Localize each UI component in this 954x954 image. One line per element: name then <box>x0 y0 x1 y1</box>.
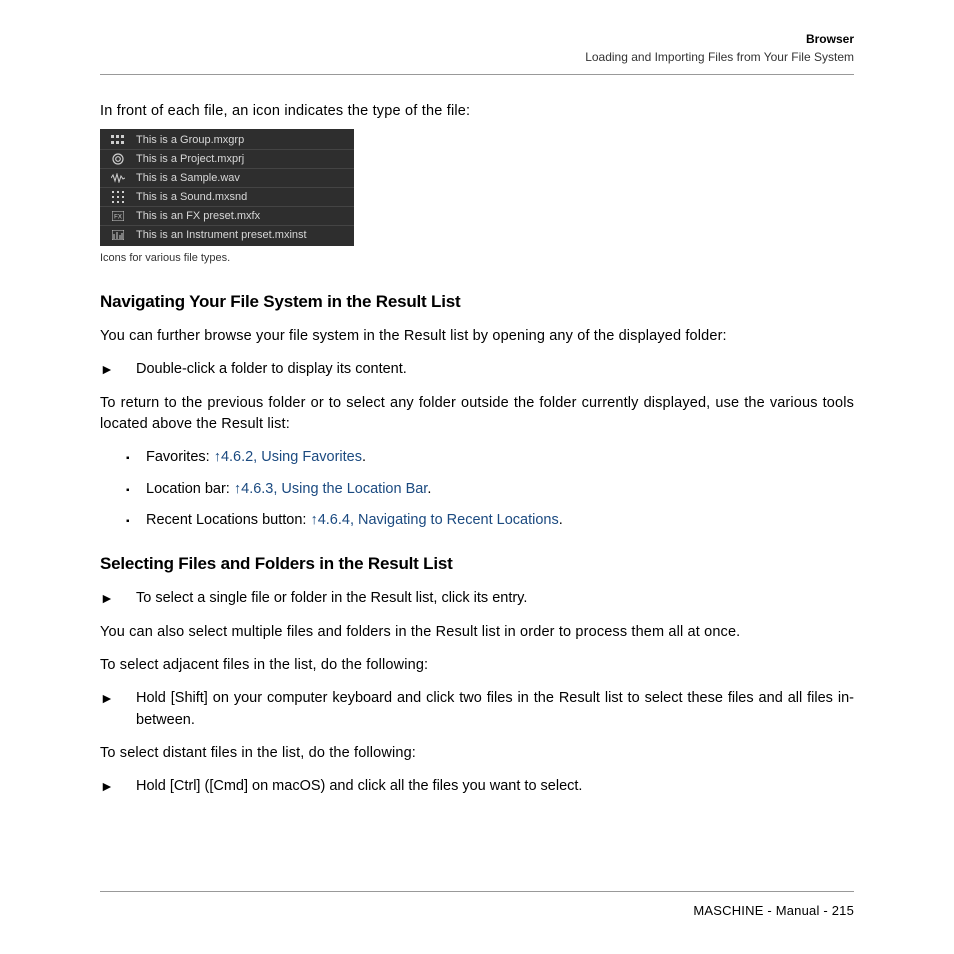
section2-p1: You can also select multiple files and f… <box>100 622 854 643</box>
arrow-text: Hold [Shift] on your computer keyboard a… <box>136 688 854 732</box>
bullet-text: Recent Locations button: ↑4.6.4, Navigat… <box>146 510 854 532</box>
file-label: This is a Project.mxprj <box>136 153 244 165</box>
project-icon <box>110 152 126 166</box>
bullet-location-bar: ▪ Location bar: ↑4.6.3, Using the Locati… <box>126 479 854 501</box>
sound-icon <box>110 190 126 204</box>
section1-p2: To return to the previous folder or to s… <box>100 393 854 435</box>
instrument-icon <box>110 228 126 242</box>
file-row-sound: This is a Sound.mxsnd <box>100 187 354 206</box>
group-icon <box>110 133 126 147</box>
bullet-text: Favorites: ↑4.6.2, Using Favorites. <box>146 447 854 469</box>
bullet-icon: ▪ <box>126 510 146 532</box>
page: Browser Loading and Importing Files from… <box>0 0 954 954</box>
section1-arrow1: ► Double-click a folder to display its c… <box>100 359 854 381</box>
file-label: This is a Group.mxgrp <box>136 134 244 146</box>
arrow-icon: ► <box>100 776 136 798</box>
arrow-icon: ► <box>100 359 136 381</box>
bullet-prefix: Recent Locations button: <box>146 512 310 528</box>
bullet-icon: ▪ <box>126 447 146 469</box>
wave-icon <box>110 171 126 185</box>
arrow-icon: ► <box>100 688 136 732</box>
link-location-bar[interactable]: ↑4.6.3, Using the Location Bar <box>234 481 427 497</box>
bullet-favorites: ▪ Favorites: ↑4.6.2, Using Favorites. <box>126 447 854 469</box>
file-row-fx: FX This is an FX preset.mxfx <box>100 206 354 225</box>
file-label: This is a Sample.wav <box>136 172 240 184</box>
section2-arrow3: ► Hold [Ctrl] ([Cmd] on macOS) and click… <box>100 776 854 798</box>
link-recent-locations[interactable]: ↑4.6.4, Navigating to Recent Locations <box>310 512 558 528</box>
file-row-group: This is a Group.mxgrp <box>100 131 354 149</box>
bullet-recent-locations: ▪ Recent Locations button: ↑4.6.4, Navig… <box>126 510 854 532</box>
section1-p1: You can further browse your file system … <box>100 326 854 347</box>
section2-p3: To select distant files in the list, do … <box>100 743 854 764</box>
header-subtitle: Loading and Importing Files from Your Fi… <box>100 48 854 66</box>
section2-arrow2: ► Hold [Shift] on your computer keyboard… <box>100 688 854 732</box>
panel-caption: Icons for various file types. <box>100 252 854 264</box>
header-title: Browser <box>100 30 854 48</box>
arrow-text: Double-click a folder to display its con… <box>136 359 854 381</box>
svg-text:FX: FX <box>114 215 122 221</box>
page-header: Browser Loading and Importing Files from… <box>100 30 854 75</box>
bullet-text: Location bar: ↑4.6.3, Using the Location… <box>146 479 854 501</box>
file-label: This is an Instrument preset.mxinst <box>136 229 307 241</box>
section2-arrow1: ► To select a single file or folder in t… <box>100 588 854 610</box>
file-label: This is an FX preset.mxfx <box>136 210 260 222</box>
footer-rule <box>100 891 854 892</box>
link-favorites[interactable]: ↑4.6.2, Using Favorites <box>214 449 362 465</box>
section1-heading: Navigating Your File System in the Resul… <box>100 292 854 312</box>
intro-text: In front of each file, an icon indicates… <box>100 103 854 119</box>
bullet-prefix: Location bar: <box>146 481 234 497</box>
file-type-panel: This is a Group.mxgrp This is a Project.… <box>100 129 354 246</box>
arrow-icon: ► <box>100 588 136 610</box>
fx-icon: FX <box>110 209 126 223</box>
file-row-project: This is a Project.mxprj <box>100 149 354 168</box>
page-footer: MASCHINE - Manual - 215 <box>693 903 854 918</box>
bullet-icon: ▪ <box>126 479 146 501</box>
section2-heading: Selecting Files and Folders in the Resul… <box>100 554 854 574</box>
file-row-instrument: This is an Instrument preset.mxinst <box>100 225 354 244</box>
bullet-prefix: Favorites: <box>146 449 214 465</box>
file-label: This is a Sound.mxsnd <box>136 191 247 203</box>
section2-p2: To select adjacent files in the list, do… <box>100 655 854 676</box>
file-row-sample: This is a Sample.wav <box>100 168 354 187</box>
arrow-text: To select a single file or folder in the… <box>136 588 854 610</box>
arrow-text: Hold [Ctrl] ([Cmd] on macOS) and click a… <box>136 776 854 798</box>
